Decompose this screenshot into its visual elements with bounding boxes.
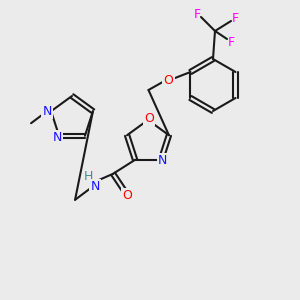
Text: O: O [164, 74, 173, 86]
Text: O: O [144, 112, 154, 124]
Text: N: N [52, 131, 62, 144]
Text: N: N [158, 154, 168, 167]
Text: N: N [90, 180, 100, 193]
Text: F: F [194, 8, 201, 20]
Text: O: O [122, 189, 132, 202]
Text: F: F [231, 11, 239, 25]
Text: N: N [42, 105, 52, 118]
Text: H: H [83, 170, 93, 183]
Text: F: F [227, 35, 235, 49]
